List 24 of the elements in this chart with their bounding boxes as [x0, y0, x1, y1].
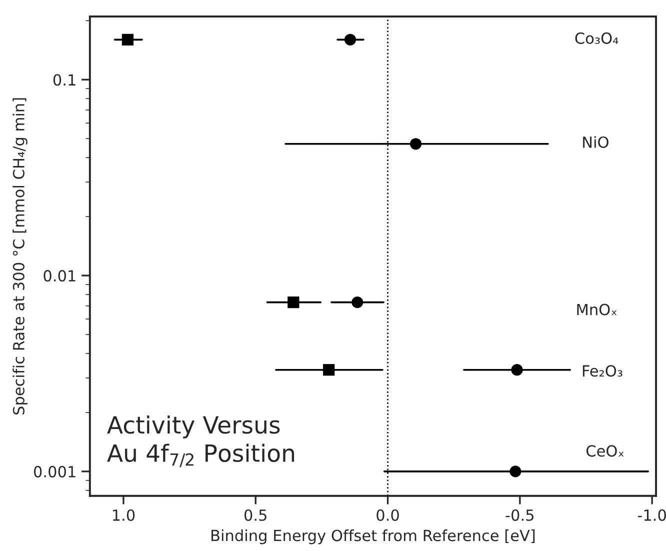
point — [410, 138, 422, 150]
y-tick-label: 0.001 — [34, 466, 76, 478]
x-tick-label: 1.0 — [113, 509, 135, 521]
point — [511, 364, 523, 376]
annotation: CeOₓ — [586, 445, 624, 457]
point — [323, 364, 335, 376]
point — [344, 34, 356, 46]
x-tick-label: -0.5 — [506, 509, 534, 521]
annotation: Activity Versus Au 4f$_{7/2}$ Position — [107, 416, 294, 468]
y-axis-title: Specific Rate at 300 °C [mmol CH₄/g min] — [12, 98, 28, 414]
annotation: Fe₂O₃ — [582, 365, 622, 377]
point — [122, 34, 134, 46]
annotation: Co₃O₄ — [575, 32, 618, 44]
x-axis-title: Binding Energy Offset from Reference [eV] — [212, 529, 535, 544]
y-tick-label: 0.01 — [44, 270, 76, 282]
point — [352, 296, 364, 308]
annotation: MnOₓ — [577, 304, 617, 316]
point — [288, 296, 300, 308]
point — [510, 466, 522, 478]
x-tick-label: -1.0 — [638, 509, 666, 521]
x-tick-label: 0.5 — [244, 509, 266, 521]
annotation: NiO — [583, 136, 608, 148]
y-tick-label: 0.1 — [53, 74, 76, 86]
x-tick-label: 0.0 — [376, 509, 399, 521]
